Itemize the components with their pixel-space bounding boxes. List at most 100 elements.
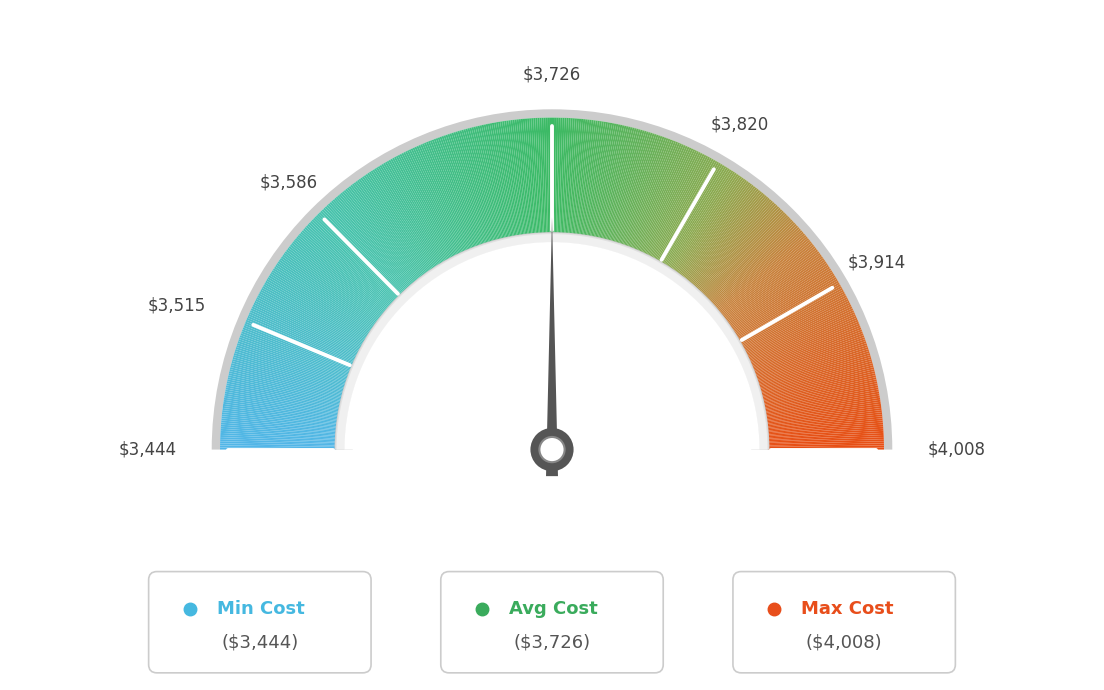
Wedge shape: [266, 279, 367, 339]
Wedge shape: [683, 186, 755, 279]
Wedge shape: [426, 141, 471, 250]
Wedge shape: [484, 124, 509, 239]
Wedge shape: [620, 135, 659, 245]
Wedge shape: [718, 237, 808, 312]
Wedge shape: [761, 363, 873, 395]
Wedge shape: [232, 361, 344, 393]
Wedge shape: [625, 137, 667, 247]
Wedge shape: [223, 400, 339, 419]
Wedge shape: [582, 121, 599, 236]
Wedge shape: [386, 161, 446, 262]
Wedge shape: [225, 391, 340, 413]
Wedge shape: [631, 141, 676, 250]
Wedge shape: [767, 422, 883, 433]
Wedge shape: [308, 222, 395, 303]
Wedge shape: [439, 137, 480, 246]
Wedge shape: [758, 355, 871, 389]
Wedge shape: [230, 369, 342, 399]
Wedge shape: [761, 367, 874, 397]
Wedge shape: [508, 120, 526, 236]
Wedge shape: [767, 435, 884, 442]
Wedge shape: [651, 155, 707, 259]
FancyBboxPatch shape: [733, 571, 955, 673]
Wedge shape: [277, 262, 374, 328]
Wedge shape: [221, 433, 337, 440]
Wedge shape: [315, 216, 399, 299]
Wedge shape: [248, 314, 355, 363]
Wedge shape: [746, 306, 852, 357]
Wedge shape: [457, 131, 491, 243]
Wedge shape: [732, 266, 830, 332]
Wedge shape: [254, 301, 359, 354]
Wedge shape: [220, 437, 337, 443]
Wedge shape: [224, 395, 339, 416]
Wedge shape: [597, 125, 625, 239]
Wedge shape: [697, 204, 776, 290]
Wedge shape: [614, 131, 649, 243]
Wedge shape: [736, 277, 837, 339]
Wedge shape: [765, 400, 881, 419]
Wedge shape: [310, 221, 395, 302]
Wedge shape: [715, 233, 805, 310]
Wedge shape: [645, 150, 697, 255]
Wedge shape: [331, 201, 410, 288]
Wedge shape: [221, 426, 337, 436]
Wedge shape: [284, 253, 379, 323]
Wedge shape: [577, 120, 594, 235]
Wedge shape: [741, 290, 843, 347]
Wedge shape: [496, 122, 517, 237]
Wedge shape: [505, 121, 522, 236]
Wedge shape: [265, 281, 367, 341]
Wedge shape: [648, 152, 701, 257]
Wedge shape: [256, 297, 360, 352]
Wedge shape: [383, 163, 444, 264]
Wedge shape: [763, 382, 878, 406]
Wedge shape: [454, 132, 489, 244]
Wedge shape: [478, 126, 505, 239]
Wedge shape: [640, 146, 690, 253]
Wedge shape: [243, 326, 352, 370]
Wedge shape: [704, 215, 788, 298]
Wedge shape: [767, 443, 884, 447]
Wedge shape: [576, 119, 592, 235]
Wedge shape: [729, 259, 826, 327]
Wedge shape: [250, 312, 355, 362]
Wedge shape: [347, 187, 420, 280]
Wedge shape: [767, 437, 884, 443]
Wedge shape: [749, 314, 856, 363]
Wedge shape: [337, 195, 413, 285]
Wedge shape: [301, 230, 390, 308]
Wedge shape: [307, 224, 394, 304]
Wedge shape: [615, 132, 650, 244]
Wedge shape: [737, 279, 838, 339]
Wedge shape: [682, 185, 754, 278]
Wedge shape: [733, 270, 832, 334]
Wedge shape: [231, 365, 343, 396]
Wedge shape: [461, 130, 495, 242]
Wedge shape: [255, 299, 360, 353]
Wedge shape: [681, 184, 752, 277]
Wedge shape: [471, 127, 501, 240]
Wedge shape: [222, 414, 338, 428]
Wedge shape: [247, 316, 354, 364]
Wedge shape: [735, 275, 836, 337]
Wedge shape: [586, 121, 606, 237]
Wedge shape: [634, 142, 680, 250]
Wedge shape: [564, 118, 573, 234]
Wedge shape: [452, 132, 488, 244]
Wedge shape: [766, 406, 881, 422]
Wedge shape: [595, 124, 620, 239]
FancyBboxPatch shape: [440, 571, 664, 673]
Wedge shape: [543, 117, 548, 234]
Wedge shape: [590, 123, 612, 237]
Wedge shape: [764, 385, 878, 409]
Wedge shape: [352, 184, 423, 277]
Wedge shape: [282, 256, 376, 325]
Wedge shape: [416, 146, 465, 253]
Wedge shape: [713, 228, 802, 307]
Wedge shape: [243, 327, 351, 371]
Wedge shape: [766, 408, 882, 424]
Wedge shape: [258, 293, 362, 349]
Wedge shape: [758, 353, 870, 388]
Wedge shape: [652, 156, 709, 259]
